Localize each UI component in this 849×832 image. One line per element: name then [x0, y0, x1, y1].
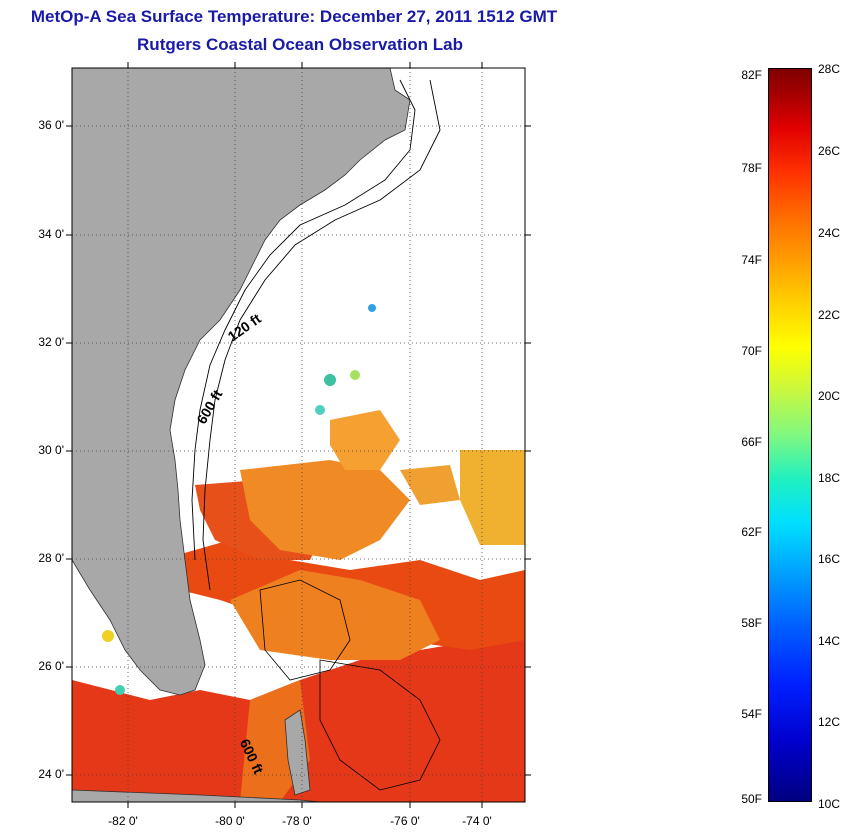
map-subtitle: Rutgers Coastal Ocean Observation Lab	[137, 35, 463, 54]
land-bahamas	[284, 709, 311, 796]
y-tick-label: 34 0'	[38, 227, 64, 241]
x-tick-label: -76 0'	[390, 814, 420, 828]
sst-cool-speck	[115, 685, 125, 695]
land-cuba	[72, 789, 321, 802]
colorbar-c-label: 20C	[818, 389, 841, 403]
x-tick-label: -80 0'	[215, 814, 245, 828]
frame-ticks	[66, 62, 531, 808]
y-tick-label: 36 0'	[38, 118, 64, 132]
land-us-coast	[72, 68, 411, 696]
colorbar-c-label: 18C	[818, 471, 841, 485]
sst-mid-patch-3	[400, 465, 460, 505]
y-tick-label: 26 0'	[38, 659, 64, 673]
colorbar-f-label: 54F	[741, 707, 762, 721]
colorbar-f-label: 58F	[741, 616, 762, 630]
sst-mid-region	[240, 460, 410, 560]
x-tick-label: -74 0'	[462, 814, 492, 828]
sst-cool-speck	[315, 405, 325, 415]
y-tick-label: 30 0'	[38, 443, 64, 457]
colorbar-c-label: 12C	[818, 715, 841, 729]
contour-600ft	[202, 79, 441, 591]
sst-mid-region-2	[230, 570, 440, 660]
colorbar-f-label: 62F	[741, 525, 762, 539]
colorbar-c-label: 22C	[818, 308, 841, 322]
colorbar-f-label: 82F	[741, 68, 762, 82]
colorbar-c-label: 10C	[818, 797, 841, 811]
colorbar-f-label: 66F	[741, 435, 762, 449]
map-title: MetOp-A Sea Surface Temperature: Decembe…	[30, 7, 558, 26]
map-frame	[71, 67, 526, 803]
colorbar-f-label: 70F	[741, 344, 762, 358]
sst-cool-speck	[102, 630, 114, 642]
x-tick-label: -82 0'	[108, 814, 138, 828]
colorbar: 82F 78F 74F 70F 66F 62F 58F 54F 50F 28C …	[741, 62, 840, 811]
colorbar-c-label: 26C	[818, 144, 841, 158]
sst-mid-patch	[330, 410, 400, 470]
colorbar-c-label: 24C	[818, 226, 841, 240]
colorbar-c-label: 16C	[818, 552, 841, 566]
sst-cool-speck	[350, 370, 360, 380]
x-tick-label: -78 0'	[282, 814, 312, 828]
contour-bahamas-2	[319, 659, 441, 791]
sst-cool-speck	[368, 304, 376, 312]
sst-map: 120 ft 600 ft 600 ft	[66, 62, 531, 808]
y-tick-label: 32 0'	[38, 335, 64, 349]
contour-120ft	[191, 79, 416, 561]
colorbar-c-label: 28C	[818, 62, 841, 76]
y-tick-label: 24 0'	[38, 767, 64, 781]
colorbar-gradient	[768, 68, 812, 802]
colorbar-c-label: 14C	[818, 634, 841, 648]
y-tick-label: 28 0'	[38, 551, 64, 565]
colorbar-f-label: 78F	[741, 161, 762, 175]
colorbar-f-label: 74F	[741, 253, 762, 267]
colorbar-f-label: 50F	[741, 792, 762, 806]
sst-cool-speck	[324, 374, 336, 386]
sst-mid-patch-2	[460, 450, 525, 545]
contour-bahamas	[259, 579, 351, 681]
